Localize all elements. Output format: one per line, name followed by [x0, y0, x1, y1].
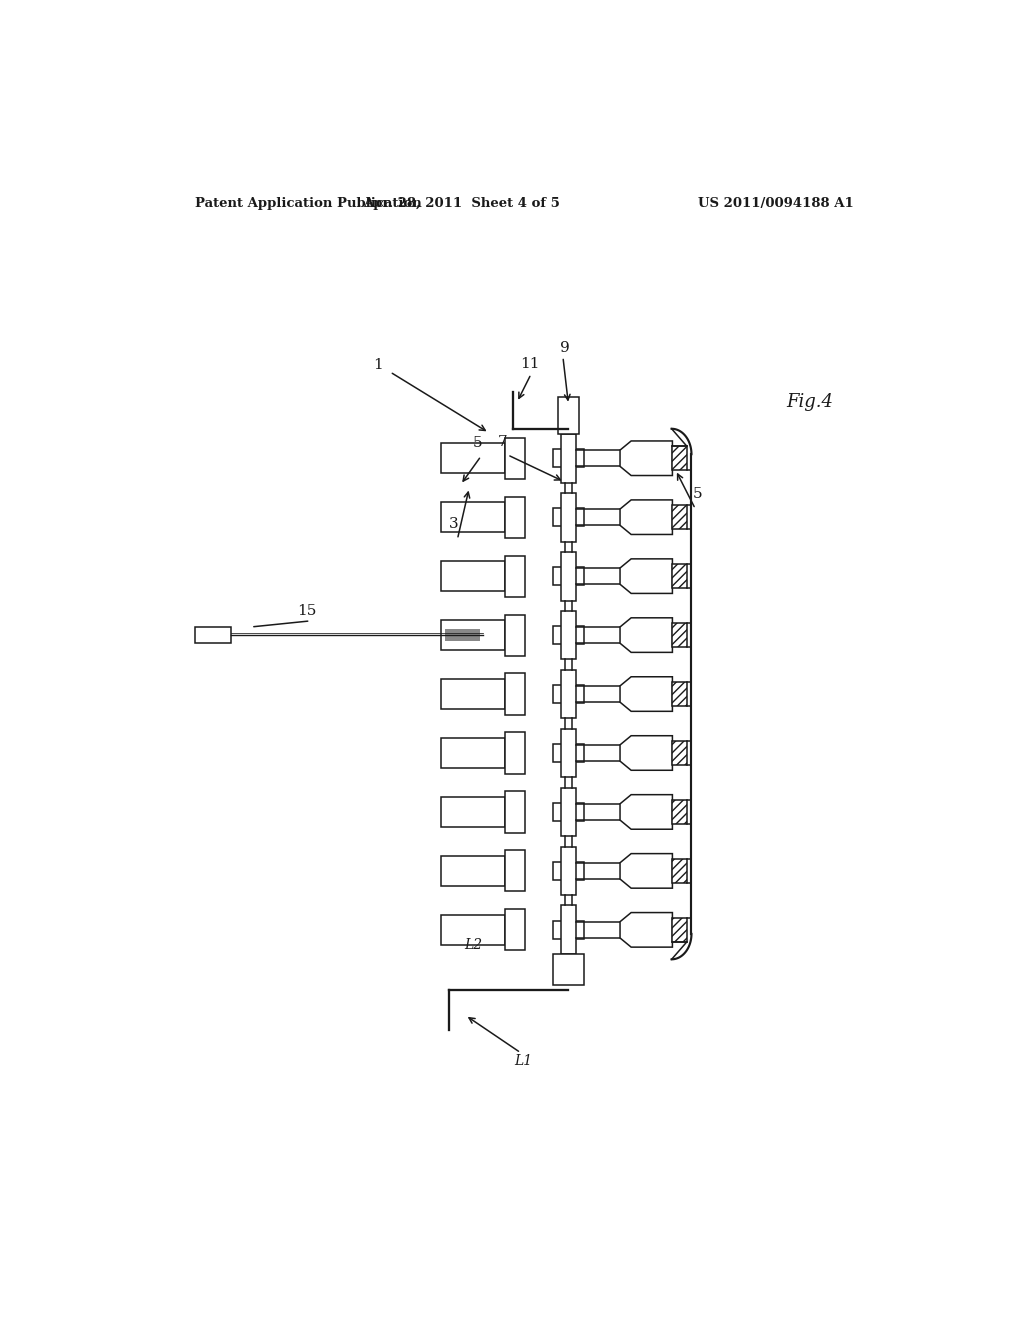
- Bar: [553, 862, 584, 880]
- Bar: [553, 449, 584, 467]
- Polygon shape: [621, 441, 673, 475]
- Bar: [560, 552, 577, 601]
- Bar: [553, 921, 584, 939]
- Text: Patent Application Publication: Patent Application Publication: [196, 197, 422, 210]
- Bar: [553, 626, 584, 644]
- Bar: [558, 397, 579, 434]
- Bar: [441, 620, 505, 651]
- Text: 7: 7: [498, 434, 507, 449]
- Bar: [441, 561, 505, 591]
- Text: 9: 9: [560, 342, 570, 355]
- Bar: [560, 492, 577, 541]
- Bar: [673, 682, 687, 706]
- Bar: [673, 800, 687, 824]
- Bar: [673, 741, 687, 766]
- Bar: [673, 564, 687, 589]
- Bar: [441, 502, 505, 532]
- Polygon shape: [621, 558, 673, 594]
- Bar: [673, 917, 687, 942]
- Polygon shape: [621, 912, 673, 948]
- Bar: [553, 803, 584, 821]
- Bar: [441, 678, 505, 709]
- Bar: [441, 738, 505, 768]
- Bar: [505, 673, 524, 714]
- Bar: [553, 954, 585, 985]
- Bar: [505, 496, 524, 537]
- Text: 15: 15: [297, 603, 316, 618]
- Bar: [673, 446, 687, 470]
- Text: 5: 5: [472, 436, 482, 450]
- Text: L2: L2: [464, 939, 482, 952]
- Polygon shape: [621, 677, 673, 711]
- Bar: [196, 627, 231, 643]
- Bar: [505, 438, 524, 479]
- Bar: [553, 685, 584, 704]
- Text: 3: 3: [449, 517, 458, 532]
- Text: US 2011/0094188 A1: US 2011/0094188 A1: [698, 197, 854, 210]
- Text: Apr. 28, 2011  Sheet 4 of 5: Apr. 28, 2011 Sheet 4 of 5: [362, 197, 560, 210]
- Text: L1: L1: [514, 1053, 532, 1068]
- Bar: [673, 859, 687, 883]
- Polygon shape: [621, 735, 673, 771]
- Bar: [560, 434, 577, 483]
- Bar: [445, 630, 480, 642]
- Bar: [505, 850, 524, 891]
- Bar: [560, 846, 577, 895]
- Bar: [553, 568, 584, 585]
- Bar: [441, 915, 505, 945]
- Bar: [673, 506, 687, 529]
- Bar: [441, 797, 505, 828]
- Polygon shape: [621, 618, 673, 652]
- Bar: [505, 792, 524, 833]
- Text: 5: 5: [693, 487, 702, 500]
- Text: Fig.4: Fig.4: [786, 393, 834, 412]
- Bar: [441, 444, 505, 474]
- Bar: [505, 615, 524, 656]
- Polygon shape: [621, 500, 673, 535]
- Bar: [560, 669, 577, 718]
- Bar: [505, 909, 524, 950]
- Polygon shape: [621, 854, 673, 888]
- Text: 1: 1: [373, 358, 383, 372]
- Bar: [673, 623, 687, 647]
- Bar: [505, 556, 524, 597]
- Bar: [553, 744, 584, 762]
- Polygon shape: [621, 795, 673, 829]
- Bar: [505, 733, 524, 774]
- Text: 11: 11: [520, 356, 540, 371]
- Bar: [560, 611, 577, 660]
- Bar: [553, 508, 584, 527]
- Bar: [560, 788, 577, 837]
- Bar: [560, 729, 577, 777]
- Bar: [441, 855, 505, 886]
- Bar: [560, 906, 577, 954]
